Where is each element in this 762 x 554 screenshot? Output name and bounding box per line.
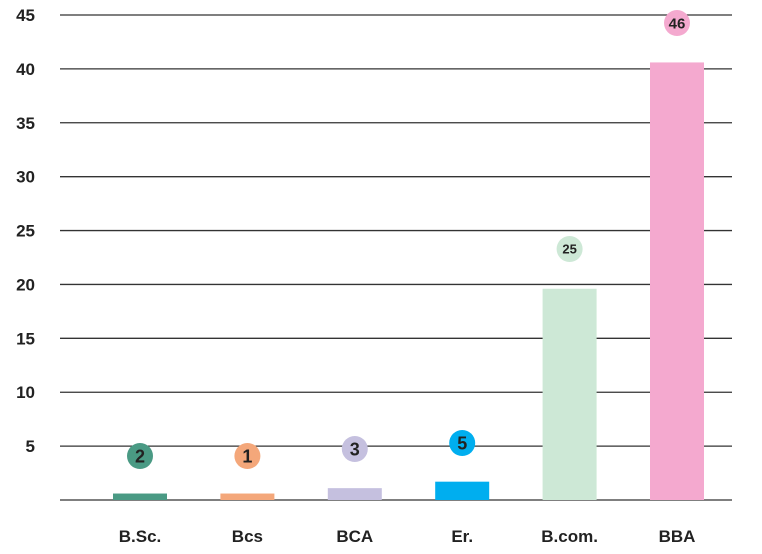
bars [113,62,704,501]
data-label-bubble [127,443,153,469]
y-tick-label: 25 [16,222,35,241]
category-label: Er. [451,527,473,546]
bar [113,493,167,500]
y-tick-label: 45 [16,6,35,25]
y-tick-label: 35 [16,114,35,133]
category-labels: B.Sc. Bcs BCA Er. B.com. BBA [119,527,696,546]
data-label-bubble [556,236,583,262]
data-label: 2 [135,446,145,466]
data-label-bubble [341,436,368,462]
y-tick-label: 10 [16,383,35,402]
data-labels: 2 1 3 5 25 46 [127,10,690,469]
bar [650,62,704,501]
category-label: Bcs [232,527,263,546]
category-label: B.com. [541,527,598,546]
y-tick-label: 5 [26,437,35,456]
gridlines [60,14,732,501]
bar [220,493,275,500]
data-label: 3 [350,439,360,459]
y-tick-label: 30 [16,168,35,187]
y-tick-label: 15 [16,329,35,348]
data-label-bubble [234,443,261,469]
bar [542,288,597,500]
y-tick-label: 20 [16,275,35,294]
y-tick-label: 40 [16,60,35,79]
data-label-bubble [664,10,690,36]
data-label: 25 [562,242,576,257]
data-label: 1 [242,446,252,466]
bar [327,488,382,500]
data-label: 46 [669,15,686,32]
category-label: B.Sc. [119,527,162,546]
data-label: 5 [457,433,467,453]
y-axis-tick-labels: 5 10 15 20 25 30 35 40 45 [16,6,35,456]
data-label-bubble [449,430,476,456]
bar [435,481,490,500]
category-label: BCA [336,527,373,546]
category-label: BBA [659,527,696,546]
